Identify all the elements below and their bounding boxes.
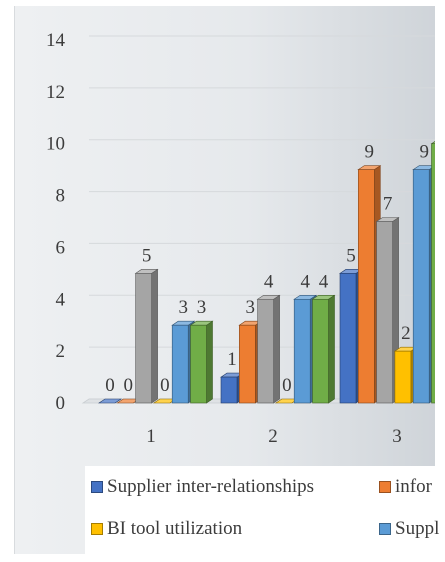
legend-swatch [379, 481, 391, 493]
bar-side [151, 268, 158, 404]
data-label: 9 [419, 142, 429, 163]
bar-side [273, 294, 280, 404]
data-label: 3 [178, 297, 188, 318]
legend-item: infor [379, 476, 432, 498]
data-label: 1 [227, 349, 237, 370]
bar-front [312, 298, 329, 404]
data-label: 5 [346, 245, 356, 266]
bar-front [394, 350, 412, 404]
bar-chart: 02468101214123005033134044597291 [46, 30, 435, 447]
bar-side [328, 294, 335, 404]
legend-item: Supplier inter-relationships [91, 476, 314, 498]
data-label: 9 [365, 142, 375, 163]
x-tick-label: 3 [392, 426, 402, 447]
y-tick-label: 0 [56, 393, 66, 414]
bar-front [220, 376, 238, 404]
bar-front [293, 298, 311, 404]
legend-label: BI tool utilization [107, 518, 243, 539]
bar-front [357, 169, 375, 404]
data-label: 4 [300, 271, 310, 292]
x-tick-label: 1 [146, 426, 156, 447]
legend-label: infor [395, 476, 432, 497]
bar [98, 398, 122, 404]
legend-item: BI tool utilization [91, 518, 242, 540]
legend-swatch [379, 523, 391, 535]
bar-front [257, 298, 274, 404]
y-tick-label: 6 [56, 237, 66, 258]
bar-top [98, 398, 122, 404]
bar-side [206, 320, 213, 404]
y-tick-label: 2 [56, 341, 66, 362]
data-label: 0 [282, 375, 292, 396]
bar-front [239, 324, 256, 404]
data-label: 0 [124, 375, 134, 396]
bar [430, 141, 435, 404]
y-tick-label: 14 [46, 30, 66, 51]
data-label: 4 [319, 271, 329, 292]
bar-front [135, 273, 152, 404]
data-label: 3 [246, 297, 256, 318]
y-tick-label: 10 [46, 134, 65, 155]
data-label: 4 [264, 271, 274, 292]
bar [311, 294, 336, 404]
y-tick-label: 8 [56, 186, 66, 207]
bar-front [376, 221, 393, 404]
data-label: 0 [160, 375, 170, 396]
y-tick-label: 4 [56, 289, 66, 310]
chart-area: 02468101214123005033134044597291 Supplie… [14, 6, 445, 554]
legend-swatch [91, 481, 103, 493]
bar-front [412, 169, 430, 404]
data-label: 5 [142, 245, 152, 266]
bar [256, 294, 281, 404]
data-label: 0 [105, 375, 115, 396]
bar [189, 320, 214, 404]
legend-item: Suppl [379, 518, 439, 540]
data-label: 3 [197, 297, 207, 318]
y-tick-label: 12 [46, 82, 65, 103]
data-label: 7 [383, 194, 393, 215]
legend-label: Suppl [395, 518, 440, 539]
data-label: 2 [401, 323, 411, 344]
bar-front [431, 143, 435, 404]
bar-front [190, 324, 207, 404]
bar [134, 268, 159, 404]
legend-label: Supplier inter-relationships [107, 476, 314, 497]
x-tick-label: 2 [268, 426, 278, 447]
bar-front [171, 324, 189, 404]
legend: Supplier inter-relationships infor BI tool… [85, 466, 445, 554]
bar-front [339, 273, 357, 404]
legend-swatch [91, 523, 103, 535]
bar-top [430, 141, 435, 145]
